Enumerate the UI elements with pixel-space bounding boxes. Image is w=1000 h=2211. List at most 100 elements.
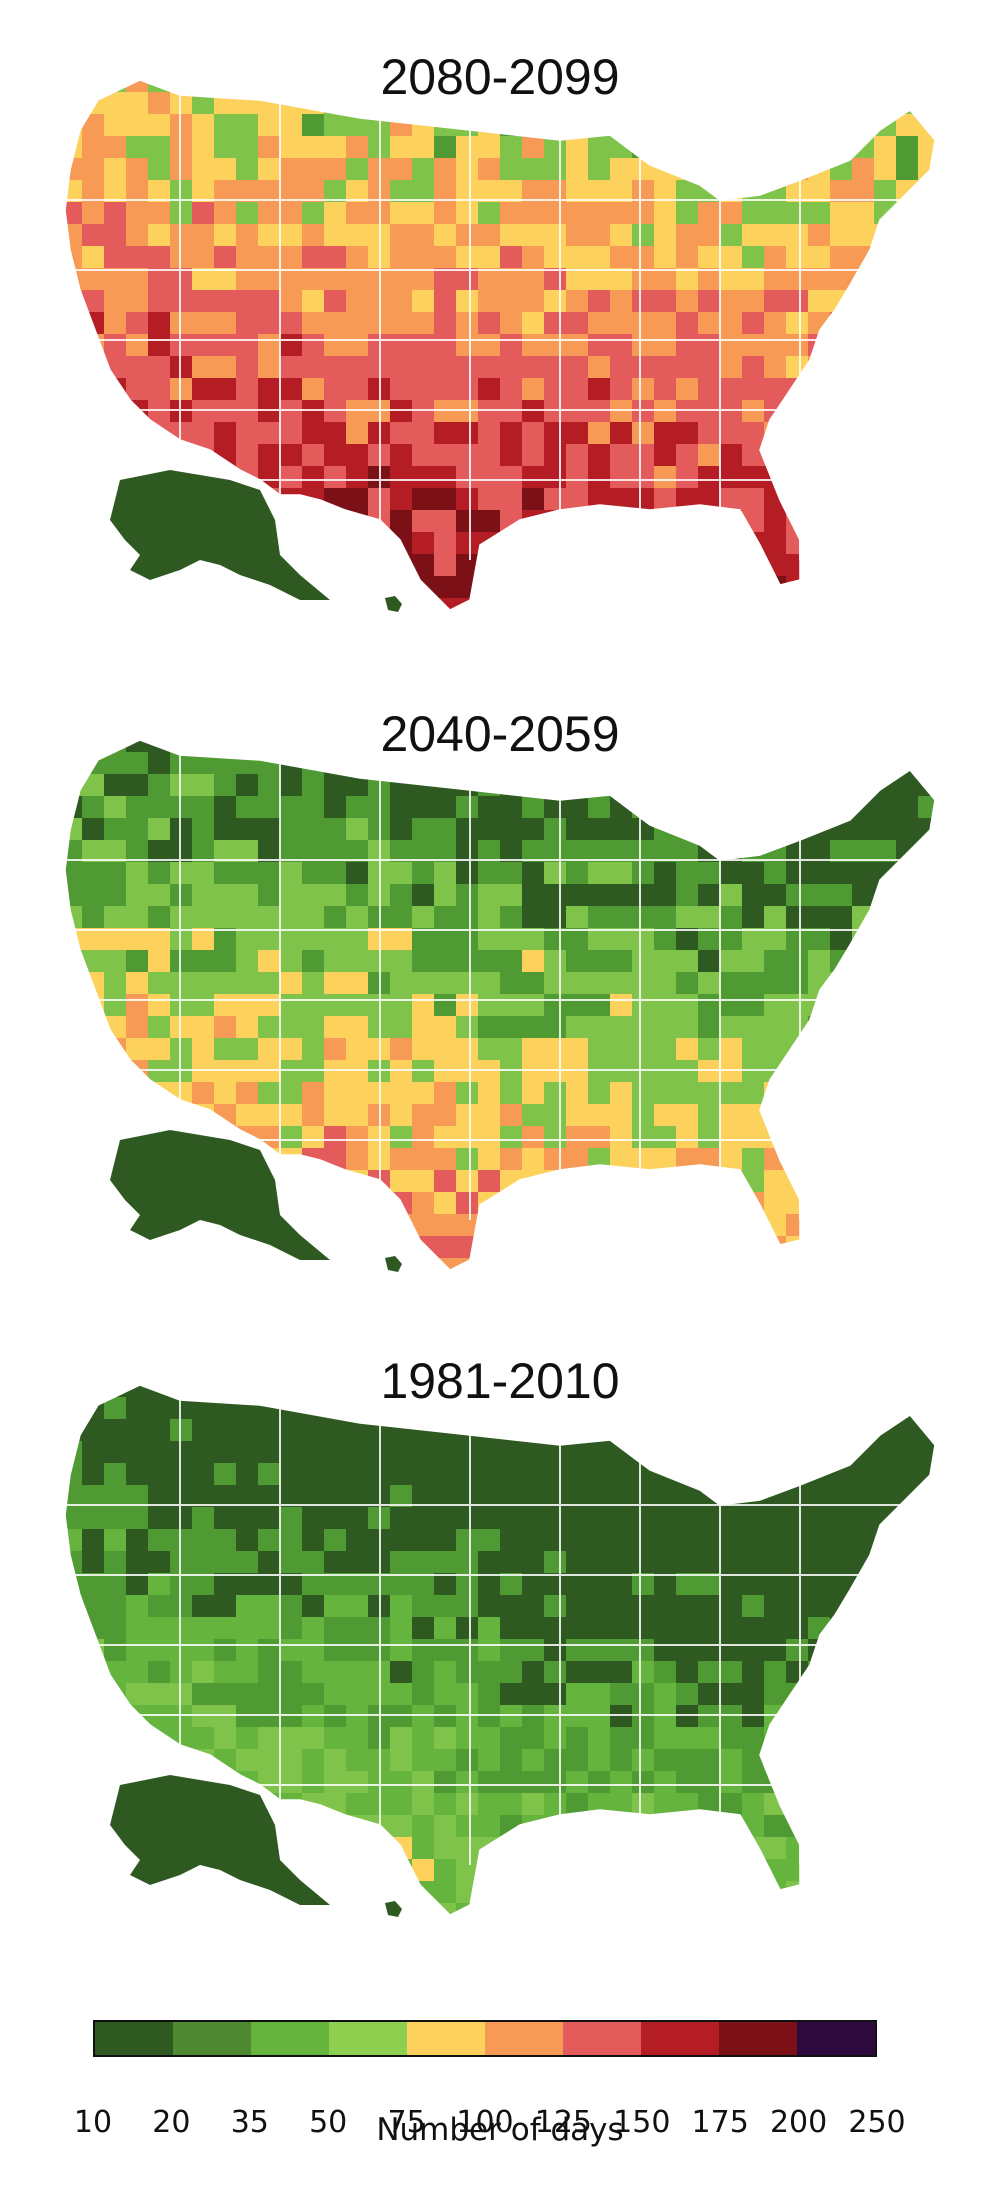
map-cell bbox=[104, 862, 127, 885]
map-cell bbox=[258, 1463, 281, 1486]
map-cell bbox=[236, 1705, 259, 1728]
map-cell bbox=[324, 972, 347, 995]
map-cell bbox=[522, 796, 545, 819]
map-cell bbox=[434, 1705, 457, 1728]
map-cell bbox=[192, 906, 215, 929]
map-cell bbox=[544, 1595, 567, 1618]
map-cell bbox=[478, 1617, 501, 1640]
map-cell bbox=[346, 290, 369, 313]
map-cell bbox=[742, 1595, 765, 1618]
map-cell bbox=[808, 1749, 831, 1772]
map-cell bbox=[500, 1881, 523, 1904]
map-cell bbox=[544, 466, 567, 489]
map-cell bbox=[434, 1551, 457, 1574]
map-cell bbox=[720, 1661, 743, 1684]
map-cell bbox=[258, 444, 281, 467]
map-cell bbox=[126, 884, 149, 907]
map-cell bbox=[302, 202, 325, 225]
panel-title: 2040-2059 bbox=[380, 706, 620, 762]
map-cell bbox=[544, 1573, 567, 1596]
map-cell bbox=[544, 862, 567, 885]
map-cell bbox=[214, 1595, 237, 1618]
map-cell bbox=[698, 466, 721, 489]
map-cell bbox=[720, 356, 743, 379]
map-cell bbox=[170, 1463, 193, 1486]
map-cell bbox=[676, 1104, 699, 1127]
map-cell bbox=[654, 1038, 677, 1061]
map-cell bbox=[852, 1529, 875, 1552]
map-cell bbox=[544, 180, 567, 203]
map-cell bbox=[588, 466, 611, 489]
map-cell bbox=[500, 1385, 523, 1398]
map-cell bbox=[478, 1551, 501, 1574]
map-cell bbox=[808, 1529, 831, 1552]
map-cell bbox=[654, 356, 677, 379]
map-cell bbox=[588, 840, 611, 863]
map-cell bbox=[720, 1815, 743, 1838]
map-cell bbox=[522, 1617, 545, 1640]
map-cell bbox=[720, 444, 743, 467]
map-cell bbox=[742, 202, 765, 225]
map-cell bbox=[808, 950, 831, 973]
map-cell bbox=[742, 1082, 765, 1105]
map-cell bbox=[302, 312, 325, 335]
map-cell bbox=[654, 950, 677, 973]
map-cell bbox=[126, 356, 149, 379]
map-cell bbox=[522, 862, 545, 885]
map-cell bbox=[720, 1397, 743, 1420]
map-cell bbox=[830, 1551, 853, 1574]
legend-tick-label: 20 bbox=[152, 2105, 191, 2140]
map-cell bbox=[500, 818, 523, 841]
map-cell bbox=[456, 1837, 479, 1860]
map-cell bbox=[280, 1126, 303, 1149]
map-cell bbox=[214, 400, 237, 423]
map-cell bbox=[610, 1595, 633, 1618]
map-cell bbox=[720, 1617, 743, 1640]
map-cell bbox=[258, 158, 281, 181]
map-cell bbox=[170, 862, 193, 885]
map-cell bbox=[104, 818, 127, 841]
map-cell bbox=[478, 1485, 501, 1508]
map-cell bbox=[65, 1397, 83, 1420]
map-cell bbox=[65, 1529, 83, 1552]
us-map bbox=[64, 1384, 936, 1917]
map-cell bbox=[434, 972, 457, 995]
map-cell bbox=[500, 180, 523, 203]
map-cell bbox=[324, 1859, 347, 1882]
map-cell bbox=[170, 972, 193, 995]
map-cell bbox=[82, 1683, 105, 1706]
map-cell bbox=[65, 1705, 83, 1728]
map-cell bbox=[654, 1385, 677, 1398]
map-cell bbox=[456, 532, 479, 555]
map-cell bbox=[346, 906, 369, 929]
map-cell bbox=[456, 840, 479, 863]
map-cell bbox=[390, 1617, 413, 1640]
legend-tick-label: 150 bbox=[613, 2105, 671, 2140]
map-cell bbox=[874, 796, 897, 819]
map-cell bbox=[214, 1507, 237, 1530]
map-cell bbox=[65, 1881, 83, 1904]
map-cell bbox=[698, 1060, 721, 1083]
map-cell bbox=[852, 818, 875, 841]
map-cell bbox=[918, 796, 935, 819]
map-cell bbox=[324, 1551, 347, 1574]
map-cell bbox=[654, 224, 677, 247]
map-cell bbox=[324, 1881, 347, 1904]
map-cell bbox=[544, 1082, 567, 1105]
map-cell bbox=[632, 1385, 655, 1398]
map-cell bbox=[456, 1859, 479, 1882]
map-cell bbox=[412, 444, 435, 467]
map-cell bbox=[412, 1529, 435, 1552]
map-cell bbox=[324, 1749, 347, 1772]
map-cell bbox=[324, 444, 347, 467]
map-cell bbox=[852, 158, 875, 181]
map-cell bbox=[896, 1793, 919, 1816]
map-cell bbox=[390, 1463, 413, 1486]
map-cell bbox=[236, 906, 259, 929]
map-cell bbox=[236, 1683, 259, 1706]
map-cell bbox=[610, 1881, 633, 1904]
map-cell bbox=[346, 884, 369, 907]
map-cell bbox=[280, 928, 303, 951]
map-cell bbox=[456, 312, 479, 335]
map-cell bbox=[434, 554, 457, 577]
